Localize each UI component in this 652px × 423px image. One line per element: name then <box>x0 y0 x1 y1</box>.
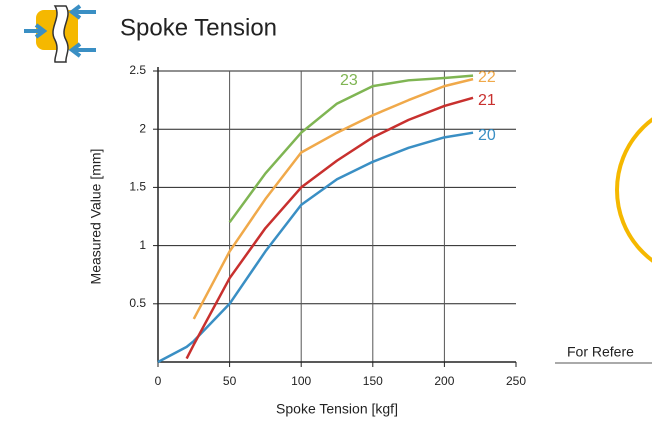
x-tick-label: 0 <box>155 374 162 388</box>
x-tick-label: 150 <box>363 374 383 388</box>
series-label: 20 <box>478 127 496 144</box>
x-tick-label: 100 <box>291 374 311 388</box>
y-tick-label: 1 <box>139 238 146 252</box>
x-axis-label: Spoke Tension [kgf] <box>276 401 398 417</box>
y-tick-label: 0.5 <box>129 296 146 310</box>
y-axis-label: Measured Value [mm] <box>88 149 104 285</box>
series-line <box>157 131 474 364</box>
chart: 0.5 1 1.5 2 2.5 0 50 100 150 200 250 Spoke Tension … <box>88 63 527 417</box>
series-label: 22 <box>478 69 496 86</box>
app-icon <box>24 4 96 63</box>
series-line <box>185 96 474 360</box>
y-tick-label: 2 <box>139 121 146 135</box>
series-label: 23 <box>340 72 358 89</box>
reference-note: For Refere <box>567 344 634 360</box>
series-line <box>228 74 474 224</box>
y-tick-label: 2.5 <box>129 63 146 77</box>
reference-circle <box>615 117 652 263</box>
page-title: Spoke Tension <box>120 14 277 41</box>
x-tick-label: 200 <box>434 374 454 388</box>
series-line <box>192 77 474 320</box>
series-label: 21 <box>478 92 496 109</box>
x-tick-label: 250 <box>506 374 526 388</box>
x-tick-label: 50 <box>223 374 237 388</box>
y-tick-label: 1.5 <box>129 180 146 194</box>
